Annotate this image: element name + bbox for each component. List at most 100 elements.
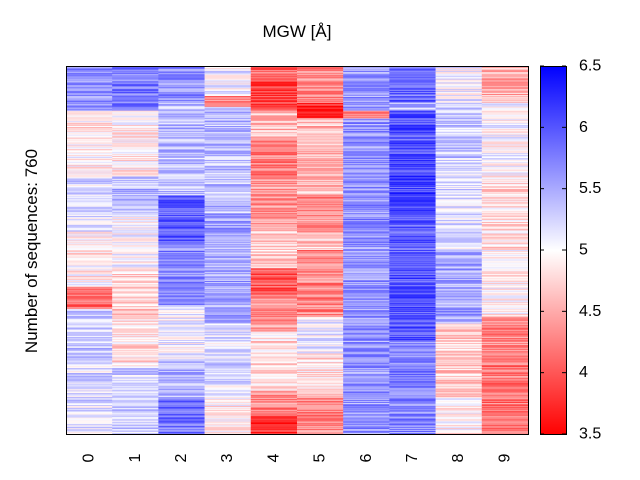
heatmap-cell [435,415,483,417]
heatmap-cell [112,432,159,434]
heatmap-cell [481,278,529,280]
heatmap-cell [112,152,159,154]
heatmap-cell [158,304,205,306]
heatmap-cell [297,393,344,395]
heatmap-cell [297,270,344,272]
heatmap-cell [204,362,252,364]
heatmap-cell [158,246,205,248]
heatmap-cell [66,337,113,339]
heatmap-cell [66,112,113,114]
heatmap-cell [250,288,298,291]
heatmap-cell [297,278,344,280]
heatmap-cell [297,96,344,99]
heatmap-cell [297,340,344,342]
heatmap-cell [343,158,390,160]
heatmap-cell [435,125,483,127]
heatmap-cell [435,227,483,229]
heatmap-cell [481,282,529,285]
heatmap-cell [343,405,390,408]
heatmap-cell [389,74,436,76]
heatmap-cell [204,389,252,391]
heatmap-cell [435,81,483,83]
heatmap-cell [389,423,436,425]
heatmap-cell [481,167,529,169]
heatmap-cell [158,364,205,366]
heatmap-cell [204,100,252,103]
heatmap-cell [343,131,390,134]
heatmap-cell [297,243,344,245]
heatmap-cell [66,132,113,135]
heatmap-cell [158,384,205,386]
heatmap-cell [343,118,390,120]
heatmap-cell [250,223,298,226]
heatmap-cell [66,99,113,102]
heatmap-cell [389,237,436,239]
heatmap-cell [204,90,252,92]
heatmap-cell [112,342,159,344]
heatmap-cell [389,204,436,206]
heatmap-cell [343,409,390,412]
heatmap-cell [204,372,252,374]
heatmap-cell [435,180,483,182]
heatmap-cell [158,422,205,424]
heatmap-cell [250,314,298,317]
heatmap-cell [435,190,483,193]
heatmap-cell [158,151,205,153]
heatmap-cell [481,289,529,291]
heatmap-cell [343,84,390,86]
heatmap-cell [389,309,436,311]
heatmap-cell [343,354,390,356]
heatmap-cell [297,419,344,421]
heatmap-cell [250,205,298,207]
heatmap-cell [481,344,529,347]
heatmap-cell [66,315,113,318]
heatmap-cell [435,114,483,116]
heatmap-cell [389,272,436,274]
heatmap-cell [158,356,205,358]
heatmap-cell [435,101,483,104]
heatmap-cell [66,268,113,270]
heatmap-cell [435,273,483,275]
heatmap-cell [297,302,344,304]
heatmap-cell [297,170,344,172]
heatmap-cell [112,142,159,144]
heatmap-cell [389,319,436,321]
heatmap-cell [250,395,298,397]
heatmap-cell [297,257,344,260]
heatmap-cell [158,324,205,326]
heatmap-cell [343,176,390,178]
heatmap-cell [343,142,390,144]
heatmap-cell [158,171,205,173]
heatmap-cell [435,250,483,253]
heatmap-cell [343,240,390,242]
heatmap-cell [389,378,436,381]
heatmap-cell [389,427,436,429]
heatmap-cell [158,204,205,206]
heatmap-cell [435,418,483,420]
heatmap-cell [297,108,344,110]
heatmap-cell [297,290,344,292]
heatmap-cell [112,167,159,169]
heatmap-cell [250,91,298,93]
heatmap-cell [389,354,436,356]
heatmap-cell [204,205,252,207]
heatmap-cell [112,307,159,309]
heatmap-cell [435,164,483,167]
heatmap-cell [250,401,298,403]
heatmap-cell [112,118,159,120]
heatmap-cell [66,426,113,428]
heatmap-cell [158,208,205,210]
heatmap-cell [250,318,298,321]
heatmap-cell [343,352,390,354]
heatmap-cell [435,304,483,306]
heatmap-cell [481,204,529,206]
heatmap-cell [250,95,298,97]
heatmap-cell [481,207,529,209]
heatmap-cell [250,330,298,332]
heatmap-cell [112,427,159,429]
heatmap-cell [204,196,252,199]
heatmap-cell [250,321,298,323]
heatmap-cell [204,410,252,413]
heatmap-cell [204,375,252,378]
heatmap-cell [112,301,159,303]
